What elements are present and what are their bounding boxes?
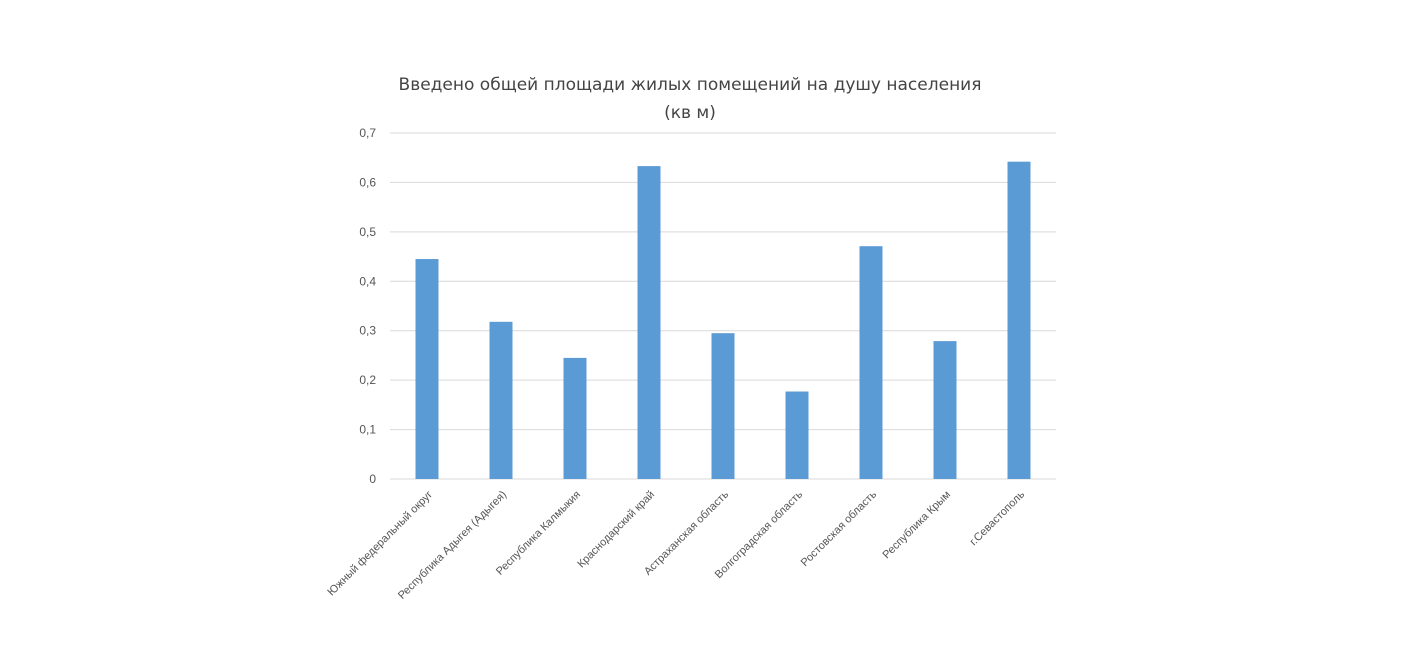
y-tick-label: 0,3 bbox=[359, 324, 376, 338]
x-category-label: Краснодарский край bbox=[575, 489, 657, 571]
bar bbox=[415, 259, 439, 479]
bar bbox=[489, 321, 513, 479]
bar bbox=[1007, 161, 1031, 479]
y-tick-label: 0,2 bbox=[359, 373, 376, 387]
bar bbox=[711, 333, 735, 479]
x-category-label: Ростовская область bbox=[799, 488, 880, 569]
bar bbox=[933, 341, 957, 479]
y-tick-label: 0,7 bbox=[359, 126, 376, 140]
bar bbox=[785, 391, 809, 479]
chart-title-line-1: Введено общей площади жилых помещений на… bbox=[399, 75, 982, 95]
y-tick-label: 0 bbox=[369, 472, 376, 486]
chart-title: Введено общей площади жилых помещений на… bbox=[399, 75, 982, 123]
x-category-label: Республика Калмыкия bbox=[494, 489, 583, 578]
x-category-label: Республика Крым bbox=[881, 489, 954, 562]
y-axis-tick-labels: 0 0,1 0,2 0,3 0,4 0,5 0,6 0,7 bbox=[359, 126, 376, 486]
chart-title-line-2: (кв м) bbox=[664, 103, 716, 123]
x-category-label: Волгоградская область bbox=[713, 488, 806, 581]
y-tick-label: 0,6 bbox=[359, 175, 376, 189]
x-category-label: Астраханская область bbox=[642, 488, 731, 577]
x-category-label: г.Севастополь bbox=[968, 488, 1028, 548]
bar bbox=[859, 246, 883, 479]
bar bbox=[563, 357, 587, 479]
y-tick-label: 0,4 bbox=[359, 274, 376, 288]
y-tick-label: 0,5 bbox=[359, 225, 376, 239]
bar bbox=[637, 166, 661, 480]
y-tick-label: 0,1 bbox=[359, 423, 376, 437]
bars bbox=[415, 161, 1031, 480]
